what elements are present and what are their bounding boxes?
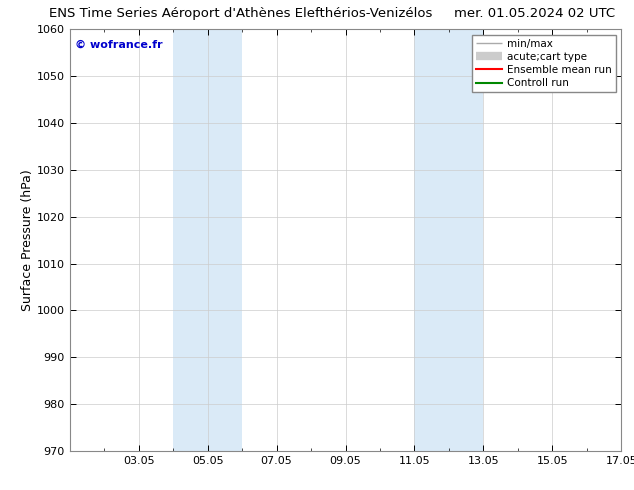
Text: ENS Time Series Aéroport d'Athènes Elefthérios-Venizélos: ENS Time Series Aéroport d'Athènes Eleft… [49, 7, 432, 21]
Text: mer. 01.05.2024 02 UTC: mer. 01.05.2024 02 UTC [454, 7, 615, 21]
Text: © wofrance.fr: © wofrance.fr [75, 40, 163, 50]
Legend: min/max, acute;cart type, Ensemble mean run, Controll run: min/max, acute;cart type, Ensemble mean … [472, 35, 616, 92]
Bar [415, 29, 483, 451]
Bar [173, 29, 242, 451]
Y-axis label: Surface Pressure (hPa): Surface Pressure (hPa) [21, 169, 34, 311]
